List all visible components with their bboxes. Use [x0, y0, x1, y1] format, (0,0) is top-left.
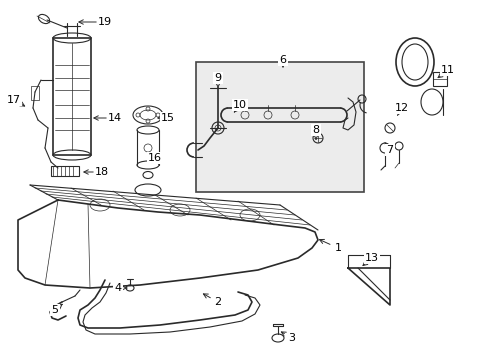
Text: 17: 17 — [7, 95, 21, 105]
Text: 11: 11 — [440, 65, 454, 75]
Text: 9: 9 — [214, 73, 221, 83]
Bar — [51, 166, 79, 176]
Text: 10: 10 — [232, 100, 246, 110]
Text: 3: 3 — [288, 333, 295, 343]
Text: 2: 2 — [214, 297, 221, 307]
Text: 19: 19 — [98, 17, 112, 27]
Text: 5: 5 — [51, 305, 59, 315]
Text: 15: 15 — [161, 113, 175, 123]
Bar — [53, 38, 91, 155]
Text: 8: 8 — [312, 125, 319, 135]
Text: 13: 13 — [364, 253, 378, 263]
Text: 16: 16 — [148, 153, 162, 163]
Bar — [432, 72, 446, 86]
Text: 18: 18 — [95, 167, 109, 177]
Text: 14: 14 — [108, 113, 122, 123]
Text: 12: 12 — [394, 103, 408, 113]
Text: 7: 7 — [386, 145, 393, 155]
Bar — [196, 62, 363, 192]
Bar — [31, 86, 39, 100]
Text: 4: 4 — [114, 283, 122, 293]
Text: 6: 6 — [279, 55, 286, 65]
Text: 1: 1 — [334, 243, 341, 253]
